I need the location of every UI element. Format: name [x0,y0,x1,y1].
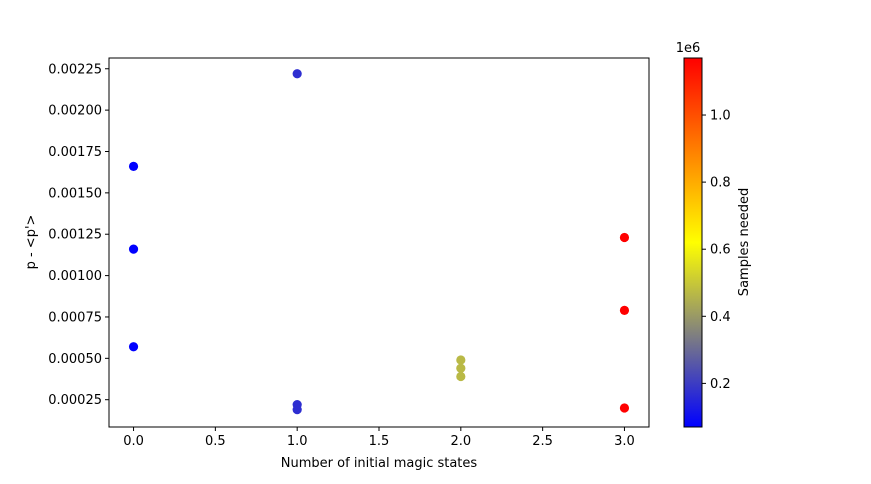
y-tick-label: 0.00050 [48,352,102,367]
y-tick-label: 0.00150 [48,186,102,201]
x-tick-label: 1.5 [369,434,390,449]
y-axis-label: p - <p'> [24,215,39,270]
y-tick-label: 0.00075 [48,310,102,325]
data-point [128,342,139,352]
x-axis-label: Number of initial magic states [281,456,478,471]
data-point [456,371,466,382]
data-point [619,403,630,413]
colorbar-tick-label: 0.8 [710,176,731,191]
colorbar-tick-label: 0.2 [710,377,731,392]
x-tick-label: 2.0 [450,434,471,449]
y-tick-label: 0.00100 [48,269,102,284]
data-point [619,232,630,243]
data-point [456,355,466,365]
x-tick-label: 2.5 [532,434,553,449]
y-tick-label: 0.00175 [48,145,102,160]
x-tick-label: 1.0 [287,434,308,449]
y-tick-label: 0.00025 [48,393,102,408]
colorbar-offset-label: 1e6 [676,41,701,56]
colorbar-tick-label: 1.0 [710,109,731,124]
y-tick-label: 0.00125 [48,228,102,243]
colorbar-tick-label: 0.6 [710,243,731,258]
x-tick-label: 0.0 [123,434,144,449]
colorbar-tick-label: 0.4 [710,310,731,325]
data-point [292,69,302,79]
colorbar [683,57,703,428]
data-point [619,305,630,315]
colorbar-ticks: 0.2 0.4 0.6 0.8 1.0 [702,109,731,392]
data-point [456,363,466,373]
x-tick-label: 3.0 [614,434,635,449]
data-point [128,161,139,171]
x-tick-label: 0.5 [205,434,226,449]
data-points [128,69,630,415]
colorbar-label: Samples needed [737,188,752,296]
y-tick-label: 0.00200 [48,104,102,119]
y-tick-label: 0.00225 [48,62,102,77]
data-point [128,244,139,254]
x-axis-ticks: 0.0 0.5 1.0 1.5 2.0 2.5 3.0 [123,427,635,449]
plot-area-frame [108,57,650,428]
data-point [292,405,302,415]
y-axis-ticks: 0.00025 0.00050 0.00075 0.00100 0.00125 0.001… [48,62,109,408]
